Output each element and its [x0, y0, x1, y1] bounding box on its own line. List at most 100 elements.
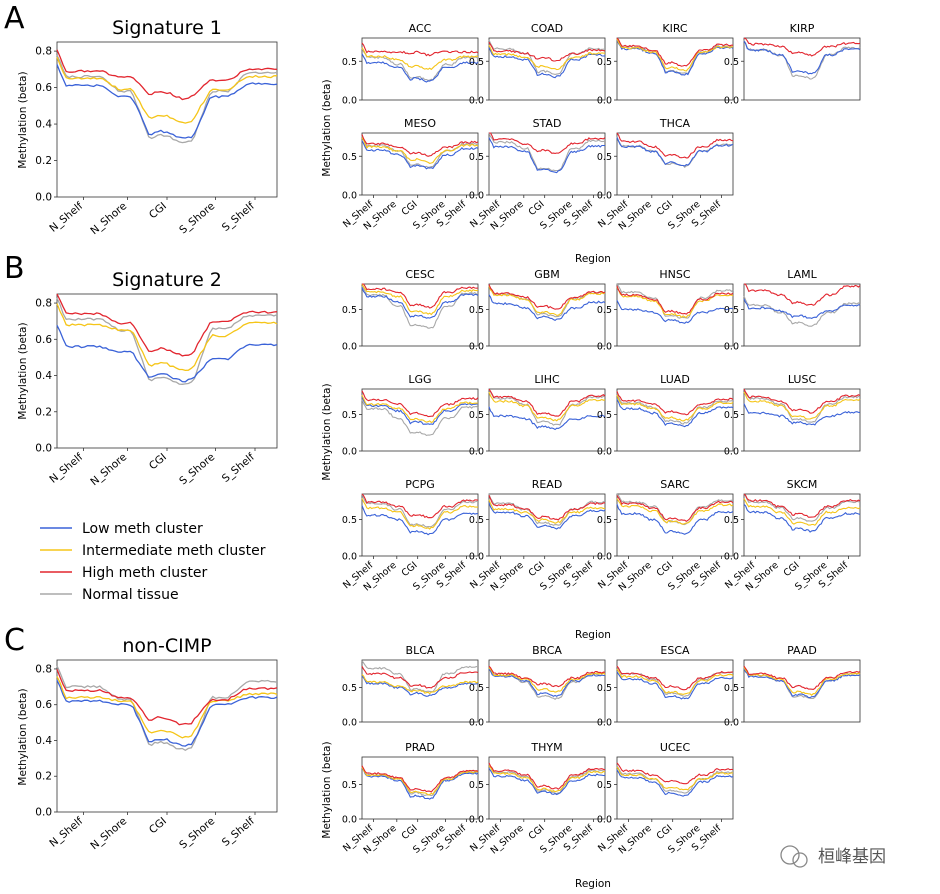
series-line-normal-tissue — [616, 283, 734, 319]
chart-coad: COAD 0.0 0.5 — [469, 22, 606, 107]
series-line-intermediate-meth-cluster — [361, 674, 479, 695]
plot-frame — [488, 388, 606, 452]
y-tick-label: 0.5 — [597, 305, 612, 316]
series-line-intermediate-meth-cluster — [616, 668, 734, 695]
x-tick-label: N_Shelf — [47, 815, 85, 850]
series-line-low-meth-cluster — [616, 769, 734, 797]
x-tick-label: S_Shore — [177, 451, 217, 487]
panel-letter-c: C — [4, 623, 25, 658]
x-tick-label: S_Shore — [177, 815, 217, 851]
series-line-high-meth-cluster — [743, 493, 861, 518]
series-line-high-meth-cluster — [616, 391, 734, 416]
series-line-intermediate-meth-cluster — [361, 47, 479, 71]
series-line-intermediate-meth-cluster — [361, 394, 479, 424]
y-tick-label: 0.0 — [342, 718, 357, 729]
x-tick-label: CGI — [147, 200, 169, 221]
series-line-high-meth-cluster — [743, 37, 861, 57]
y-tick-label: 0.6 — [35, 334, 52, 346]
chart-title: STAD — [533, 117, 562, 130]
x-tick-label: S_Shore — [177, 200, 217, 236]
y-tick-label: 0.0 — [724, 552, 739, 563]
plot-frame — [743, 388, 861, 452]
x-tick-label: S_Shelf — [220, 200, 257, 234]
y-tick-label: 0.0 — [469, 552, 484, 563]
chart-signature-2: Signature 2 0.0 0.2 0.4 0.6 0.8 N_Shelf N_Shore… — [35, 269, 278, 488]
series-line-intermediate-meth-cluster — [361, 137, 479, 164]
plot-frame — [488, 37, 606, 101]
y-tick-label: 0.5 — [597, 683, 612, 694]
series-line-high-meth-cluster — [616, 762, 734, 785]
series-line-low-meth-cluster — [361, 505, 479, 536]
y-tick-label: 0.6 — [35, 699, 52, 711]
series-line-intermediate-meth-cluster — [488, 285, 606, 316]
x-tick-label: CGI — [655, 823, 675, 842]
y-tick-label: 0.0 — [597, 342, 612, 353]
chart-title: THYM — [530, 741, 562, 754]
x-tick-label: CGI — [400, 199, 420, 218]
y-tick-label: 0.0 — [342, 447, 357, 458]
series-line-high-meth-cluster — [743, 283, 861, 306]
series-line-high-meth-cluster — [361, 665, 479, 689]
series-line-intermediate-meth-cluster — [56, 303, 278, 372]
series-line-high-meth-cluster — [488, 762, 606, 790]
plot-frame — [743, 37, 861, 101]
plot-frame — [56, 41, 278, 198]
chart-title: UCEC — [660, 741, 691, 754]
series-line-high-meth-cluster — [488, 284, 606, 310]
chart-signature-1: Signature 1 0.0 0.2 0.4 0.6 0.8 N_Shelf N_Shore… — [35, 17, 278, 237]
plot-frame — [361, 37, 479, 101]
y-tick-label: 0.4 — [35, 370, 52, 382]
y-tick-label: 0.5 — [724, 515, 739, 526]
series-line-normal-tissue — [361, 660, 478, 693]
chart-title: KIRP — [790, 22, 815, 35]
plot-frame — [488, 756, 606, 820]
series-line-normal-tissue — [56, 297, 278, 385]
series-line-high-meth-cluster — [361, 42, 479, 57]
series-line-intermediate-meth-cluster — [361, 283, 479, 316]
x-tick-label: CGI — [400, 560, 420, 579]
y-tick-label: 0.2 — [35, 771, 52, 783]
y-tick-label: 0.6 — [35, 82, 52, 94]
x-tick-label: N_Shelf — [47, 451, 85, 486]
chart-title: Signature 1 — [112, 17, 222, 39]
series-line-low-meth-cluster — [616, 300, 734, 324]
series-line-intermediate-meth-cluster — [488, 391, 606, 422]
y-tick-label: 0.0 — [469, 718, 484, 729]
series-line-intermediate-meth-cluster — [488, 499, 606, 524]
series-line-low-meth-cluster — [361, 396, 479, 426]
series-line-low-meth-cluster — [616, 671, 734, 700]
series-line-normal-tissue — [743, 388, 861, 423]
series-line-high-meth-cluster — [616, 665, 734, 691]
y-tick-label: 0.5 — [342, 152, 357, 163]
series-line-low-meth-cluster — [488, 502, 606, 530]
series-line-low-meth-cluster — [743, 40, 861, 75]
y-tick-label: 0.5 — [597, 515, 612, 526]
y-tick-label: 0.0 — [724, 718, 739, 729]
series-line-low-meth-cluster — [56, 679, 278, 747]
series-line-intermediate-meth-cluster — [488, 667, 606, 693]
small-grid-y-axis-label: Methylation (beta) — [321, 79, 333, 176]
y-tick-label: 0.5 — [469, 410, 484, 421]
x-tick-label: CGI — [147, 815, 169, 836]
y-tick-label: 0.5 — [597, 780, 612, 791]
series-line-intermediate-meth-cluster — [743, 391, 861, 420]
y-tick-label: 0.5 — [469, 305, 484, 316]
y-tick-label: 0.4 — [35, 119, 52, 131]
legend-label-high: High meth cluster — [82, 565, 208, 581]
series-line-low-meth-cluster — [488, 294, 606, 322]
chart-title: PAAD — [787, 644, 817, 657]
series-line-low-meth-cluster — [743, 503, 861, 533]
y-tick-label: 0.0 — [469, 191, 484, 202]
series-line-low-meth-cluster — [743, 298, 861, 319]
y-tick-label: 0.0 — [724, 96, 739, 107]
series-line-high-meth-cluster — [489, 132, 606, 154]
small-grid-y-axis-label: Methylation (beta) — [321, 741, 333, 838]
y-tick-label: 0.5 — [342, 305, 357, 316]
chart-title: READ — [532, 478, 563, 491]
series-line-high-meth-cluster — [56, 293, 278, 357]
x-tick-label: N_Shore — [88, 815, 129, 852]
